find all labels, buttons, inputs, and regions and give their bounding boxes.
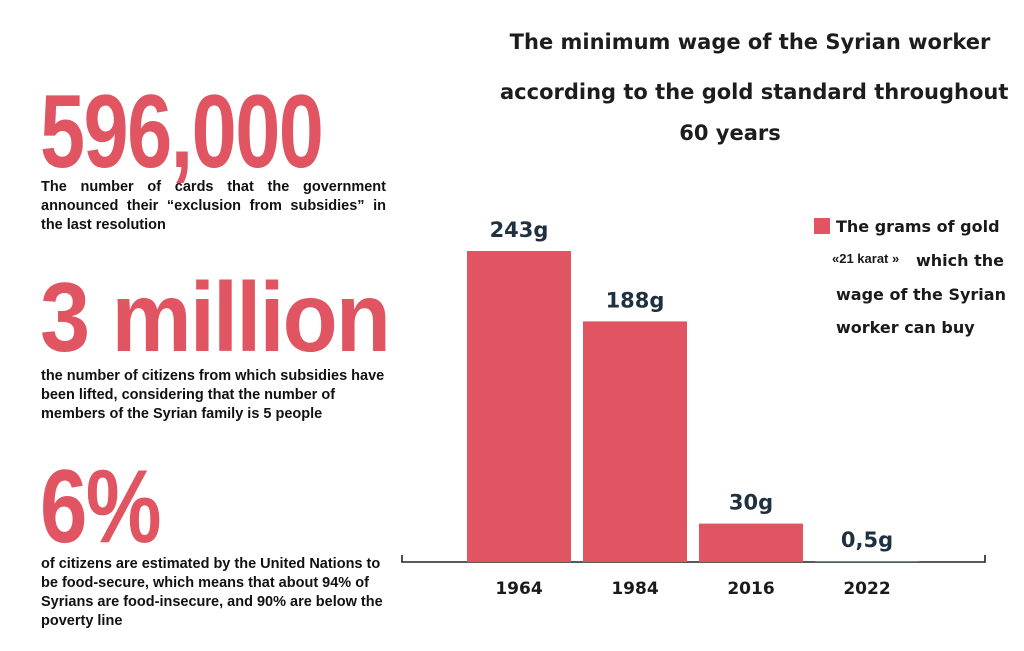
legend-text-line-2: which the: [916, 251, 1004, 270]
bar-2022: [815, 561, 919, 562]
legend-text-line-4: worker can buy: [836, 318, 975, 337]
x-tick-label-2016: 2016: [727, 579, 774, 599]
chart-title-line-1: The minimum wage of the Syrian worker: [509, 30, 991, 54]
x-tick-label-1964: 1964: [495, 579, 542, 599]
stat-description-food-secure: of citizens are estimated by the United …: [41, 556, 383, 629]
data-label-1984: 188g: [606, 288, 665, 312]
stat-number-cards: 596,000: [40, 74, 324, 190]
x-tick-label-2022: 2022: [843, 579, 890, 599]
x-tick-label-1984: 1984: [611, 579, 658, 599]
legend-swatch: [814, 218, 830, 234]
data-label-2016: 30g: [729, 491, 773, 515]
bar-2016: [699, 523, 803, 562]
bar-chart: 243g 1964 188g 1984 30g 2016 0,5g 2022: [401, 218, 986, 599]
stat-number-citizens: 3 million: [40, 262, 391, 372]
chart-title-line-3: 60 years: [679, 121, 781, 145]
chart-title-line-2: according to the gold standard throughou…: [500, 80, 1009, 104]
legend-text-line-1: The grams of gold: [836, 217, 1000, 236]
data-label-1964: 243g: [490, 218, 549, 242]
data-label-2022: 0,5g: [841, 528, 893, 552]
bar-1964: [467, 251, 571, 562]
bar-1984: [583, 321, 687, 562]
legend-text-line-3: wage of the Syrian: [836, 285, 1006, 304]
stat-description-cards: The number of cards that the government …: [41, 179, 386, 233]
stat-description-citizens: the number of citizens from which subsid…: [41, 368, 385, 422]
legend-text-karat: «21 karat »: [832, 251, 900, 266]
x-axis-line: [401, 555, 986, 563]
stat-number-food-secure: 6%: [40, 449, 162, 565]
